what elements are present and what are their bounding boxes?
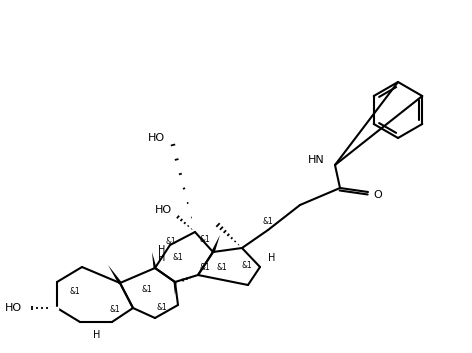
Text: O: O bbox=[373, 190, 382, 200]
Text: H: H bbox=[158, 245, 165, 255]
Text: HO: HO bbox=[155, 205, 172, 215]
Text: &1: &1 bbox=[70, 287, 80, 297]
Text: &1: &1 bbox=[157, 304, 168, 312]
Text: HN: HN bbox=[308, 155, 325, 165]
Polygon shape bbox=[152, 252, 157, 268]
Text: &1: &1 bbox=[165, 238, 176, 246]
Text: &1: &1 bbox=[200, 263, 211, 273]
Polygon shape bbox=[174, 282, 177, 295]
Polygon shape bbox=[211, 235, 220, 253]
Text: &1: &1 bbox=[242, 261, 253, 269]
Polygon shape bbox=[108, 265, 121, 284]
Text: HO: HO bbox=[148, 133, 165, 143]
Text: HO: HO bbox=[5, 303, 22, 313]
Text: &1: &1 bbox=[110, 305, 120, 315]
Text: H: H bbox=[268, 253, 275, 263]
Text: H: H bbox=[93, 330, 101, 340]
Text: &1: &1 bbox=[262, 217, 273, 227]
Text: H: H bbox=[158, 253, 166, 263]
Text: &1: &1 bbox=[200, 235, 211, 245]
Text: &1: &1 bbox=[142, 286, 152, 294]
Text: &1: &1 bbox=[173, 253, 184, 263]
Text: &1: &1 bbox=[217, 263, 228, 273]
